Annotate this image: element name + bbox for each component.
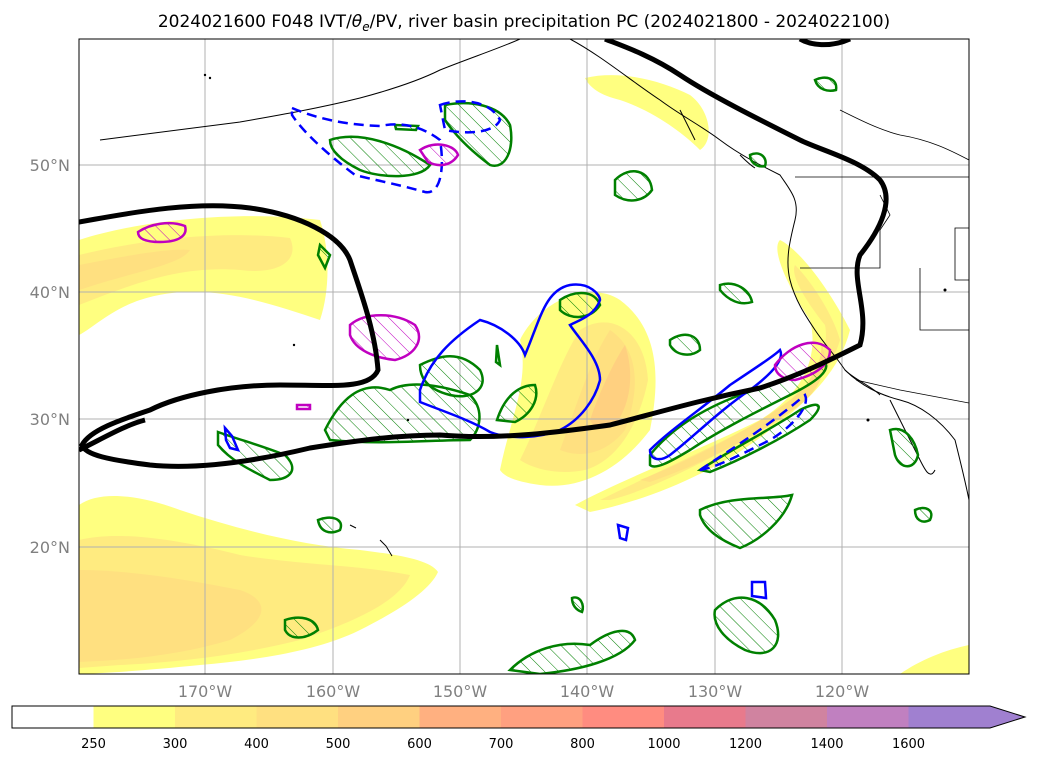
colorbar-segment — [175, 706, 257, 728]
colorbar-segment — [419, 706, 502, 728]
theta-e-dashed-contours — [290, 100, 808, 472]
chart-title: 2024021600 F048 IVT/θe/PV, river basin p… — [158, 12, 890, 34]
colorbar-tick-label: 700 — [489, 737, 514, 752]
map-frame — [78, 38, 970, 675]
colorbar-segment — [501, 706, 583, 728]
coastlines — [99, 39, 969, 557]
island-marks — [203, 73, 947, 422]
colorbar-segment — [582, 706, 665, 728]
pv-contour — [79, 39, 889, 469]
colorbar-tick-label: 1200 — [729, 737, 762, 752]
ivt-max-contours — [136, 143, 832, 411]
lat-label: 40°N — [30, 283, 70, 302]
lon-label: 160°W — [306, 682, 361, 701]
colorbar-tick-label: 300 — [163, 737, 188, 752]
lon-labels: 170°W 160°W 150°W 140°W 130°W 120°W — [178, 682, 870, 701]
map-panel — [79, 39, 969, 674]
colorbar-segment — [745, 706, 828, 728]
colorbar: 250 300 400 500 600 700 800 1000 1200 1400 1600 — [11, 705, 1027, 752]
colorbar-segment — [664, 706, 746, 728]
lon-label: 140°W — [560, 682, 615, 701]
colorbar-segment — [12, 706, 94, 728]
colorbar-tick-label: 1400 — [810, 737, 843, 752]
colorbar-tick-label: 500 — [326, 737, 351, 752]
colorbar-tick-label: 1600 — [892, 737, 925, 752]
colorbar-outline — [11, 705, 1027, 729]
lat-label: 50°N — [30, 156, 70, 175]
lon-label: 150°W — [433, 682, 488, 701]
lon-label: 120°W — [815, 682, 870, 701]
colorbar-tick-label: 250 — [81, 737, 106, 752]
borders — [795, 109, 969, 404]
colorbar-extension — [908, 706, 1025, 728]
colorbar-segment — [256, 706, 339, 728]
colorbar-tick-label: 1000 — [647, 737, 680, 752]
colorbar-segment — [93, 706, 176, 728]
colorbar-tick-label: 800 — [570, 737, 595, 752]
lat-label: 20°N — [30, 538, 70, 557]
colorbar-segment — [827, 706, 909, 728]
lon-label: 130°W — [688, 682, 743, 701]
colorbar-tick-label: 400 — [244, 737, 269, 752]
colorbar-tick-label: 600 — [407, 737, 432, 752]
colorbar-segment — [338, 706, 420, 728]
lat-labels: 50°N 40°N 30°N 20°N — [30, 156, 70, 557]
lon-label: 170°W — [178, 682, 233, 701]
lat-label: 30°N — [30, 410, 70, 429]
